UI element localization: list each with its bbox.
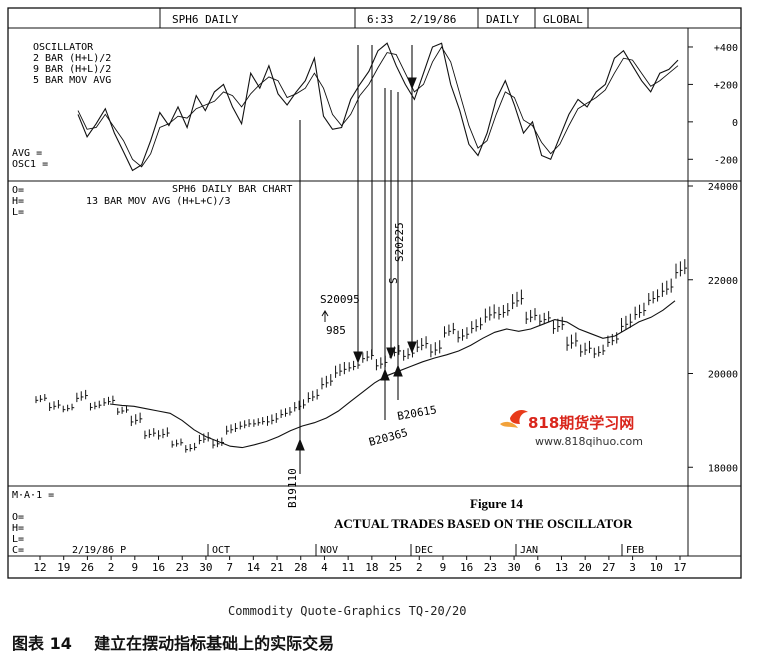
moving-average-line [109, 300, 676, 449]
sell-label-3: S [387, 277, 400, 284]
date-tick-label: 23 [176, 561, 189, 574]
date-tick-label: 27 [602, 561, 615, 574]
date-tick-label: 3 [629, 561, 636, 574]
profit-label: 985 [326, 324, 346, 337]
buy-arrow-3-head [393, 364, 403, 377]
buy-label-2: B20365 [367, 426, 409, 449]
date-tick-label: 16 [152, 561, 165, 574]
watermark-brand: 818期货学习网 [528, 414, 634, 432]
month-label: OCT [212, 545, 230, 556]
date-tick-label: 20 [579, 561, 592, 574]
date-tick-label: 6 [534, 561, 541, 574]
avg-readout: AVG = [12, 148, 42, 159]
oscillator-line [77, 42, 679, 172]
osc-tick-label: 0 [732, 118, 738, 129]
date-tick-label: 26 [81, 561, 94, 574]
date-tick-label: 9 [440, 561, 447, 574]
sell-arrow-3-head [386, 347, 396, 360]
price-tick-label: 20000 [708, 370, 738, 381]
profit-arrow [321, 310, 329, 322]
bottom-high-readout: H= [12, 523, 24, 534]
month-label: FEB [626, 545, 644, 556]
buy-label-1-rot: B19110 [286, 468, 299, 508]
date-tick-label: 25 [389, 561, 402, 574]
sell-arrow-1-head [353, 351, 363, 364]
date-tick-label: 30 [199, 561, 212, 574]
legend-line-2: 2 BAR (H+L)/2 [33, 53, 111, 64]
buy-label-3: B20615 [396, 403, 437, 423]
date-tick-label: 18 [365, 561, 378, 574]
price-tick-label: 22000 [708, 276, 738, 287]
price-high-readout: H= [12, 196, 24, 207]
header-symbol: SPH6 DAILY [172, 13, 239, 26]
price-low-readout: L= [12, 207, 24, 218]
price-open-readout: O= [12, 185, 24, 196]
legend-line-3: 9 BAR (H+L)/2 [33, 64, 111, 75]
header-mode: GLOBAL [543, 13, 583, 26]
date-tick-label: 13 [555, 561, 568, 574]
sell-arrow-4-head [407, 341, 417, 354]
figure-title: Figure 14 [470, 496, 523, 511]
sell-label-2: S20225 [393, 222, 406, 262]
bottom-low-readout: L= [12, 534, 24, 545]
date-tick-label: 10 [650, 561, 663, 574]
month-label: NOV [320, 545, 338, 556]
sell-label-1: S20095 [320, 293, 360, 306]
osc-tick-label: -200 [714, 155, 738, 166]
date-tick-label: 17 [673, 561, 686, 574]
month-label: JAN [520, 545, 538, 556]
price-chart-subtitle: 13 BAR MOV AVG (H+L+C)/3 [86, 196, 231, 207]
date-tick-label: 9 [132, 561, 139, 574]
date-tick-label: 2 [108, 561, 115, 574]
watermark-logo: 818期货学习网 www.818qihuo.com [500, 410, 643, 448]
bottom-open-readout: O= [12, 512, 24, 523]
date-tick-label: 2 [416, 561, 423, 574]
figure-caption: ACTUAL TRADES BASED ON THE OSCILLATOR [334, 516, 633, 531]
date-tick-label: 19 [57, 561, 70, 574]
oscillator-legend: OSCILLATOR 2 BAR (H+L)/2 9 BAR (H+L)/2 5… [33, 42, 111, 86]
date-tick-label: 16 [460, 561, 473, 574]
price-tick-label: 18000 [708, 463, 738, 474]
osc1-readout: OSC1 = [12, 159, 48, 170]
buy-arrow-1-head [295, 438, 305, 451]
price-chart-title: SPH6 DAILY BAR CHART [172, 184, 292, 195]
month-label: DEC [415, 545, 433, 556]
date-tick-label: 23 [484, 561, 497, 574]
date-tick-label: 21 [270, 561, 283, 574]
legend-line-4: 5 BAR MOV AVG [33, 75, 111, 86]
oscillator-avg-line [77, 46, 679, 168]
date-tick-label: 28 [294, 561, 307, 574]
header-period: DAILY [486, 13, 519, 26]
legend-line-1: OSCILLATOR [33, 42, 94, 53]
osc-tick-label: +400 [714, 43, 738, 54]
trade-arrows [295, 45, 417, 474]
date-tick-label: 12 [33, 561, 46, 574]
header-time: 6:33 [367, 13, 394, 26]
date-tick-label: 11 [342, 561, 355, 574]
date-tick-label: 14 [247, 561, 261, 574]
price-tick-label: 24000 [708, 182, 738, 193]
date-tick-label: 30 [507, 561, 520, 574]
start-date-label: 2/19/86 P [72, 545, 126, 556]
footer-credit: Commodity Quote-Graphics TQ-20/20 [228, 604, 467, 618]
sell-arrow-4-top [407, 77, 417, 90]
date-tick-label: 4 [321, 561, 328, 574]
bottom-close-readout: C= [12, 545, 24, 556]
footer-caption-cn: 图表 14 建立在摆动指标基础上的实际交易 [12, 634, 335, 653]
header-bar: SPH6 DAILY 6:33 2/19/86 DAILY GLOBAL [8, 8, 741, 29]
header-date: 2/19/86 [410, 13, 456, 26]
ma-readout: M·A·1 = [12, 490, 54, 501]
buy-arrow-2-head [380, 368, 390, 381]
date-tick-label: 7 [226, 561, 233, 574]
watermark-url: www.818qihuo.com [535, 435, 643, 448]
osc-tick-label: +200 [714, 80, 738, 91]
flame-icon [510, 410, 528, 424]
chart-frame [7, 7, 742, 579]
flame-tail-icon [500, 421, 518, 428]
